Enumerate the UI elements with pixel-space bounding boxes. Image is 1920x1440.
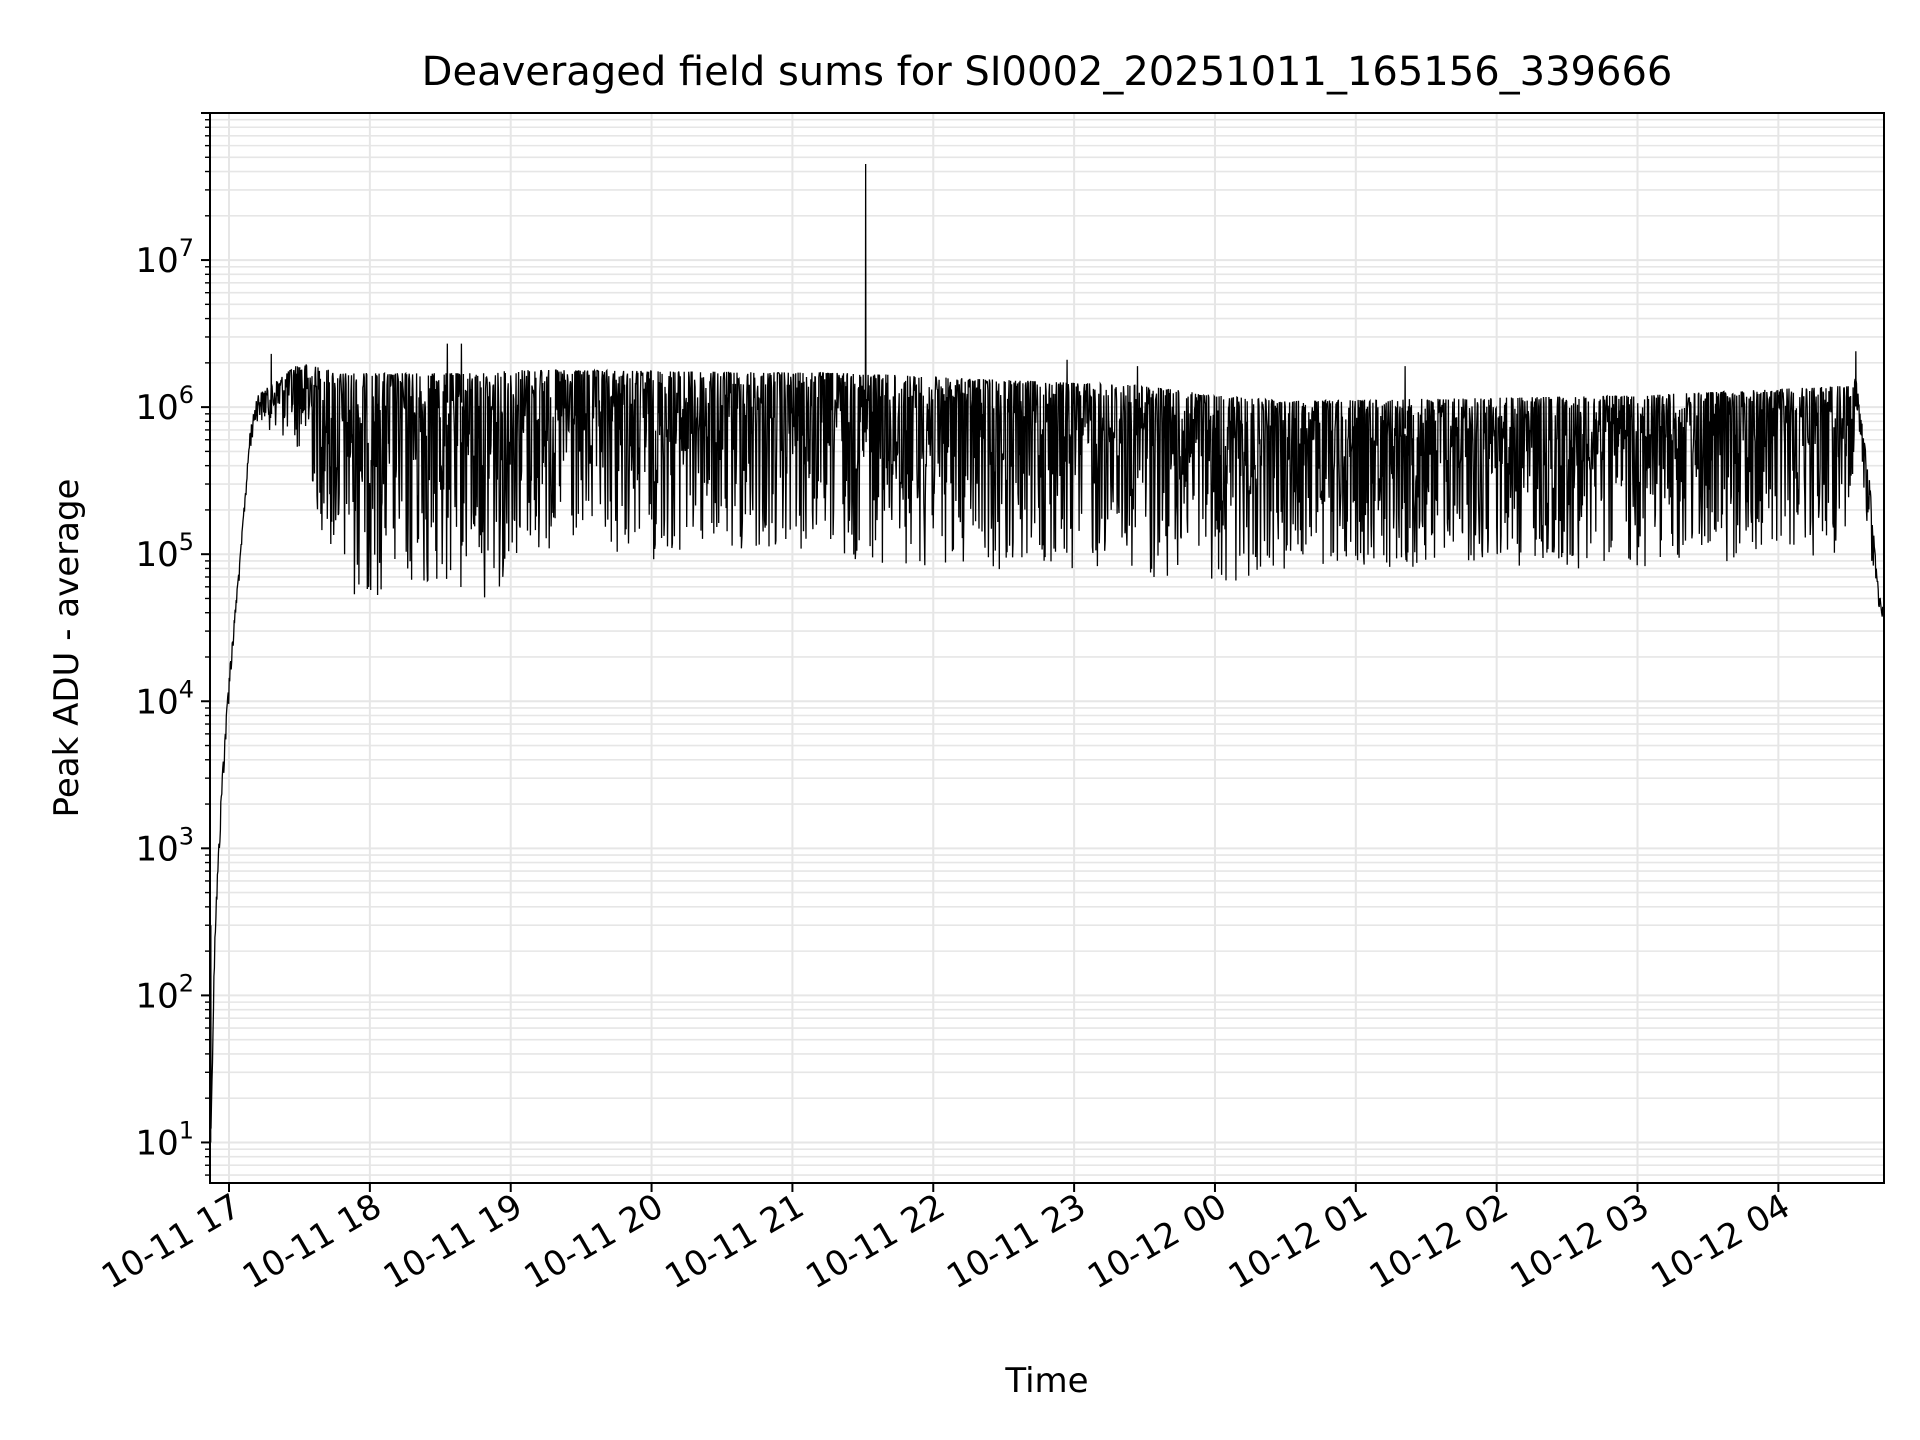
x-tick-label: 10-11 21 (659, 1186, 811, 1297)
y-tick-label: 104 (135, 675, 194, 722)
series-spike (864, 163, 867, 403)
chart-title: Deaveraged field sums for SI0002_2025101… (422, 49, 1673, 95)
series-spike (446, 343, 449, 403)
y-tick-label: 103 (135, 822, 194, 869)
y-tick-label: 107 (135, 234, 194, 281)
y-tick-label: 102 (135, 969, 194, 1016)
x-tick-label: 10-12 04 (1644, 1186, 1796, 1297)
y-axis-label: Peak ADU - average (47, 479, 87, 818)
y-tick-label: 101 (135, 1116, 194, 1163)
x-tick-label: 10-11 22 (799, 1186, 951, 1297)
series-spike (1136, 366, 1139, 415)
x-tick-label: 10-11 17 (95, 1186, 247, 1297)
x-tick-label: 10-11 20 (518, 1186, 670, 1297)
series-spike (1854, 351, 1857, 407)
x-tick-label: 10-12 03 (1504, 1186, 1656, 1297)
series-spike (460, 343, 463, 403)
plot-frame (209, 112, 1885, 1184)
grid (210, 112, 1884, 1183)
x-tick-label: 10-11 23 (940, 1186, 1092, 1297)
series-spike (1404, 366, 1407, 429)
x-tick-label: 10-11 18 (236, 1186, 388, 1297)
x-tick-label: 10-12 02 (1363, 1186, 1515, 1297)
y-axis: 101 102 103 104 105 106 107 (135, 112, 210, 1176)
series-line (210, 364, 1884, 1143)
y-tick-label: 106 (135, 381, 194, 428)
x-tick-label: 10-11 19 (377, 1186, 529, 1297)
y-tick-label: 105 (135, 528, 194, 575)
x-tick-label: 10-12 00 (1081, 1186, 1233, 1297)
x-axis-label: Time (1004, 1361, 1088, 1401)
x-tick-label: 10-12 01 (1222, 1186, 1374, 1297)
series (210, 163, 1884, 1143)
series-spike (1066, 359, 1068, 412)
series-spike (270, 353, 273, 415)
